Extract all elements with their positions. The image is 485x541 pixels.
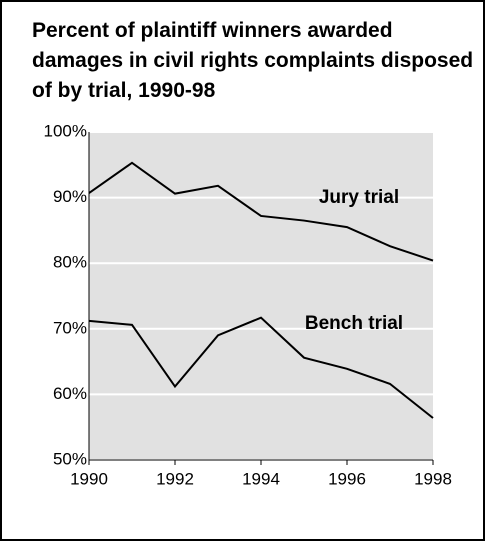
chart-title: Percent of plaintiff winners awarded dam… [32,19,474,102]
x-tick-label: 1994 [242,469,280,488]
y-tick-label: 60% [53,384,87,403]
x-tick-label: 1992 [156,469,194,488]
y-tick-label: 80% [53,253,87,272]
y-tick-label: 100% [44,121,87,140]
x-tick-label: 1990 [70,469,108,488]
series-label: Jury trial [319,187,399,208]
series-line [88,161,434,262]
y-tick-label: 90% [53,187,87,206]
x-tick-label: 1998 [414,469,452,488]
x-tick-label: 1996 [328,469,366,488]
y-tick-label: 70% [53,318,87,337]
plot-area [89,132,433,460]
series-line [88,316,434,419]
y-tick-label: 50% [53,449,87,468]
series-label: Bench trial [305,313,403,334]
